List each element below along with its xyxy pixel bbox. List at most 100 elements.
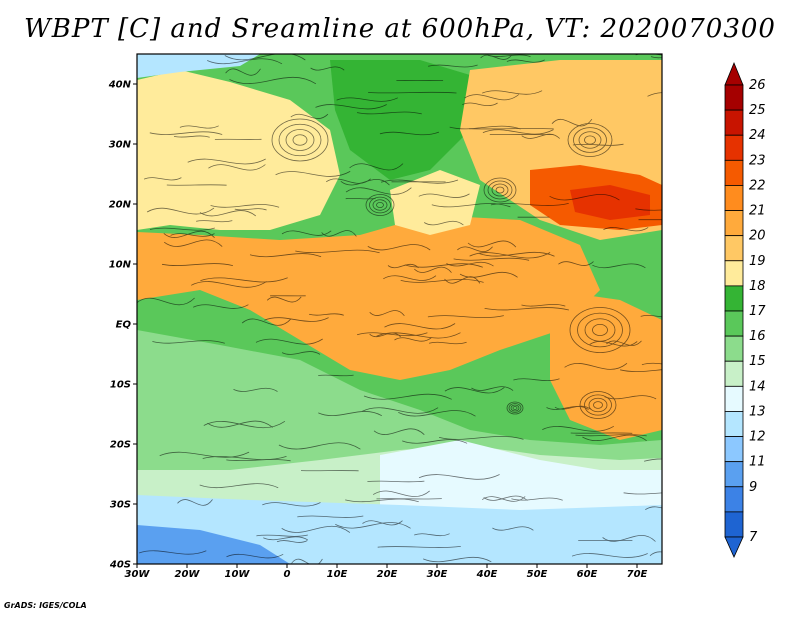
streamline	[462, 102, 498, 107]
colorbar: 26 25 24 23 22 21 20 19 18 17 16 15 14 13 12 11 9 7	[724, 61, 766, 558]
streamline	[453, 257, 530, 261]
streamline	[138, 550, 207, 555]
streamline	[572, 143, 624, 146]
colorbar-label: 22	[749, 178, 766, 193]
streamline	[262, 502, 321, 507]
wbpt-field	[137, 54, 662, 564]
streamline	[199, 483, 279, 489]
streamline	[482, 129, 554, 135]
colorbar-segment	[724, 185, 744, 211]
colorbar-label: 23	[749, 153, 766, 168]
streamline	[290, 113, 329, 119]
streamline	[542, 425, 615, 432]
streamline	[506, 59, 545, 63]
colorbar-segment	[724, 511, 744, 538]
lat-tick-label: EQ	[116, 320, 132, 331]
streamline	[647, 92, 662, 97]
colorbar-segment	[724, 210, 744, 237]
streamline	[356, 332, 428, 337]
streamline	[602, 535, 656, 542]
streamline	[650, 56, 662, 59]
vortex-streamline	[271, 118, 329, 162]
streamline	[492, 526, 534, 531]
colorbar-segment	[724, 486, 744, 513]
streamline	[234, 208, 267, 211]
colorbar-label: 25	[749, 103, 766, 118]
vortex-streamline	[579, 391, 617, 419]
colorbar-label: 15	[749, 354, 766, 369]
colorbar-segment	[724, 84, 744, 111]
streamline	[163, 230, 215, 238]
colorbar-segment	[724, 385, 744, 412]
streamline	[281, 230, 332, 236]
colorbar-segment	[724, 109, 744, 136]
colorbar-label: 26	[749, 78, 766, 93]
streamline	[278, 442, 361, 450]
streamline	[207, 58, 283, 65]
streamline	[191, 281, 267, 288]
streamline	[315, 104, 387, 110]
streamline	[404, 263, 483, 268]
streamline	[226, 459, 291, 462]
colorbar-segment	[724, 235, 744, 262]
streamline	[459, 272, 518, 278]
colorbar-label: 18	[749, 279, 766, 294]
vortex-streamline	[577, 312, 623, 348]
streamline	[308, 313, 344, 316]
streamline	[481, 496, 526, 502]
vortex-streamline	[487, 180, 513, 200]
colorbar-segment	[724, 310, 744, 337]
streamline	[387, 263, 419, 269]
vortex-streamline	[508, 403, 522, 413]
vortex-streamline	[567, 123, 613, 157]
vortex-streamline	[369, 196, 391, 214]
streamline	[369, 332, 401, 338]
field-far-south-blue	[137, 495, 662, 564]
streamline	[173, 135, 210, 138]
streamline	[521, 133, 560, 139]
streamline	[318, 374, 354, 377]
lon-tick-label: 10W	[225, 569, 251, 580]
vortex-streamline	[593, 401, 603, 409]
lat-tick-label: 30S	[110, 500, 131, 511]
streamline	[428, 341, 467, 345]
lon-tick-label: 40E	[476, 569, 498, 580]
vortex-streamline	[584, 318, 616, 342]
streamline	[318, 411, 382, 417]
streamline	[200, 277, 288, 283]
streamline	[281, 525, 351, 533]
streamline	[620, 369, 662, 373]
streamline	[641, 362, 662, 366]
colorbar-segment	[724, 159, 744, 186]
streamline	[482, 90, 543, 95]
streamline	[321, 230, 357, 237]
streamline	[146, 207, 215, 215]
streamline	[480, 54, 513, 60]
vortex-streamline	[510, 404, 520, 412]
vortex-streamline	[292, 134, 308, 146]
lat-tick-label: 40S	[109, 560, 131, 571]
streamline	[558, 261, 594, 266]
vortex-streamline	[573, 127, 607, 153]
streamline	[554, 405, 592, 410]
streamline	[439, 436, 524, 440]
lat-tick-label: 30N	[109, 140, 132, 151]
streamline	[187, 158, 266, 165]
streamline	[418, 474, 500, 480]
colorbar-label: 7	[749, 530, 758, 545]
lon-tick-label: 20E	[377, 569, 398, 580]
field-east-hottest	[570, 185, 650, 220]
lon-tick-label: 30W	[125, 569, 151, 580]
streamline	[224, 54, 306, 61]
streamline	[295, 249, 380, 254]
streamline	[571, 553, 648, 558]
streamline	[398, 410, 476, 417]
vortex-streamline	[592, 323, 608, 337]
colorbar-top-arrow	[724, 61, 744, 86]
streamline	[564, 362, 628, 370]
streamline	[414, 266, 452, 273]
streamline	[649, 551, 662, 557]
streamline	[325, 178, 371, 184]
colorbar-label: 19	[749, 254, 766, 269]
